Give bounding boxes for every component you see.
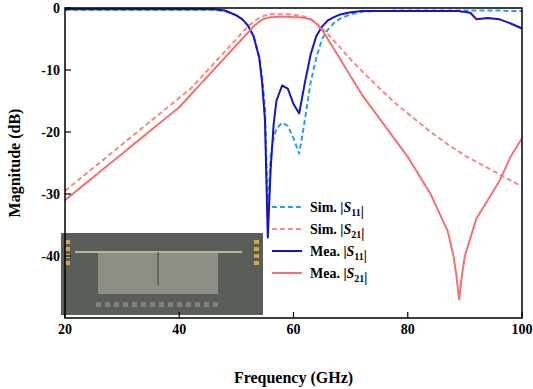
legend-label: Sim. |S11| [310,200,364,219]
y-tick [65,193,71,194]
y-tick-label: -30 [41,187,60,202]
y-tick-label: 0 [53,1,60,16]
legend-text-part: S [343,222,351,237]
y-tick [65,255,71,256]
y-tick [65,7,71,8]
x-tick [293,312,294,318]
inset-pad [254,254,259,258]
inset-bg [61,233,263,315]
legend: Sim. |S11|Sim. |S21|Mea. |S11|Mea. |S21| [272,200,367,285]
legend-label: Mea. |S11| [310,244,367,263]
legend-text-part: S [347,244,355,259]
inset-via [96,302,101,307]
legend-label: Mea. |S21| [310,266,367,285]
legend-text-part: 21 [351,229,361,240]
inset-via [177,302,182,307]
inset-slot [158,252,159,285]
x-tick-label: 40 [172,322,186,337]
inset-via [141,302,146,307]
legend-text-part: Mea. | [310,266,347,281]
legend-text-part: | [364,248,367,263]
inset-pad [254,247,259,251]
y-tick-label: -40 [41,249,60,264]
legend-text-part: Sim. | [310,222,343,237]
x-tick [179,312,180,318]
chart: 20 40 60 80 100 -40 -30 -20 -10 0 Frequency (GHz) M… [0,0,533,389]
x-tick [521,312,522,318]
inset-pad [254,240,259,244]
y-tick [65,131,71,132]
legend-text-part: 11 [351,207,360,218]
legend-text-part: | [364,270,367,285]
legend-text-part: | [361,226,364,241]
legend-text-part: S [343,200,351,215]
x-tick-label: 60 [287,322,301,337]
series-line [65,17,522,300]
y-tick [65,69,71,70]
inset-via [132,302,137,307]
plot-lines [65,9,522,299]
inset-via [213,302,218,307]
inset-via [204,302,209,307]
x-axis-label: Frequency (GHz) [234,369,353,387]
legend-text-part: S [347,266,355,281]
y-tick-label: -20 [41,125,60,140]
y-tick-label: -10 [41,63,60,78]
plot-frame [65,8,522,318]
inset-via [123,302,128,307]
inset-resonator [98,252,218,294]
legend-text-part: 11 [354,251,363,262]
legend-text-part: | [361,204,364,219]
inset-via [159,302,164,307]
inset-via [168,302,173,307]
inset-via [186,302,191,307]
series-line [65,9,522,237]
legend-text-part: 21 [354,273,364,284]
inset-pad [254,261,259,265]
inset-via [105,302,110,307]
series-line [65,10,522,213]
legend-swatch [272,206,302,208]
legend-text-part: Sim. | [310,200,343,215]
legend-text-part: Mea. | [310,244,347,259]
plot-bg [65,8,522,318]
x-tick [407,312,408,318]
legend-swatch [272,228,302,230]
y-axis-label: Magnitude (dB) [6,109,24,218]
inset-via [150,302,155,307]
legend-label: Sim. |S21| [310,222,364,241]
inset-via [114,302,119,307]
inset-via [195,302,200,307]
x-tick-label: 100 [512,322,533,337]
x-tick-label: 20 [58,322,72,337]
x-tick [64,312,65,318]
legend-swatch [272,272,302,274]
legend-swatch [272,250,302,252]
x-tick-label: 80 [401,322,415,337]
inset-photo [61,233,263,315]
